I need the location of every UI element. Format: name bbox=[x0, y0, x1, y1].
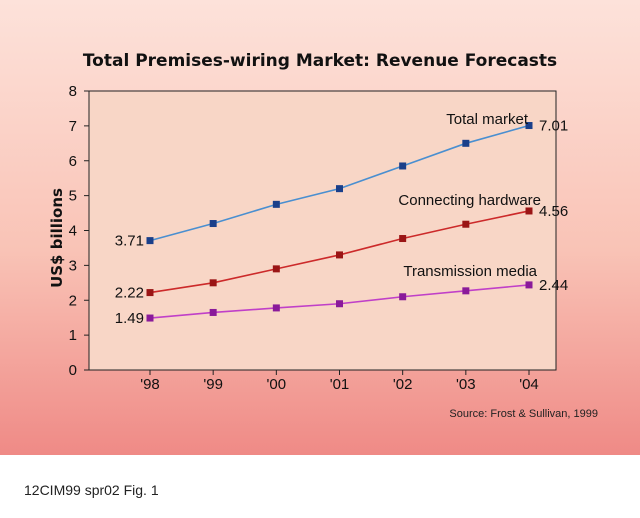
data-point bbox=[525, 281, 533, 289]
y-tick-label: 1 bbox=[69, 327, 77, 344]
data-point bbox=[462, 287, 470, 295]
data-point bbox=[399, 293, 407, 301]
data-point bbox=[146, 314, 154, 322]
x-axis: '98 '99 '00 '01 '02 '03 '04 bbox=[140, 370, 539, 393]
data-point bbox=[272, 304, 280, 312]
data-point bbox=[336, 185, 343, 193]
end-value-label: 4.56 bbox=[539, 203, 568, 220]
data-point bbox=[209, 279, 217, 287]
chart: Total Premises-wiring Market: Revenue Fo… bbox=[48, 51, 598, 420]
x-tick-label: '03 bbox=[456, 376, 476, 393]
chart-title: Total Premises-wiring Market: Revenue Fo… bbox=[83, 51, 557, 71]
x-tick-label: '00 bbox=[267, 376, 287, 393]
data-point bbox=[399, 235, 407, 243]
data-point bbox=[146, 289, 154, 297]
data-point bbox=[209, 220, 217, 228]
data-point bbox=[336, 251, 343, 259]
figure-caption: 12CIM99 spr02 Fig. 1 bbox=[24, 482, 159, 498]
start-value-label: 1.49 bbox=[115, 310, 144, 327]
series-name-label: Total market bbox=[446, 111, 529, 128]
start-value-label: 2.22 bbox=[115, 285, 144, 302]
chart-figure: Total Premises-wiring Market: Revenue Fo… bbox=[0, 0, 640, 455]
start-value-label: 3.71 bbox=[115, 233, 144, 250]
end-value-label: 7.01 bbox=[539, 118, 568, 135]
data-point bbox=[146, 237, 154, 245]
data-point bbox=[336, 300, 343, 308]
x-tick-label: '02 bbox=[393, 376, 413, 393]
y-tick-label: 3 bbox=[69, 257, 77, 274]
series-name-label: Connecting hardware bbox=[398, 192, 541, 209]
x-tick-label: '99 bbox=[203, 376, 223, 393]
data-point bbox=[209, 308, 217, 316]
data-point bbox=[462, 139, 470, 147]
y-tick-label: 7 bbox=[69, 118, 77, 135]
x-tick-label: '98 bbox=[140, 376, 160, 393]
data-point bbox=[462, 220, 470, 228]
data-point bbox=[399, 162, 407, 170]
source-note: Source: Frost & Sullivan, 1999 bbox=[449, 408, 598, 420]
x-tick-label: '01 bbox=[330, 376, 350, 393]
data-point bbox=[525, 207, 533, 215]
y-tick-label: 8 bbox=[69, 83, 77, 100]
data-point bbox=[272, 265, 280, 273]
y-axis-label: US$ billions bbox=[48, 188, 66, 288]
y-tick-label: 4 bbox=[69, 223, 77, 240]
y-axis: 0 1 2 3 4 5 6 7 8 bbox=[69, 83, 89, 379]
y-tick-label: 5 bbox=[69, 188, 77, 205]
x-tick-label: '04 bbox=[519, 376, 539, 393]
plot-area bbox=[88, 90, 557, 371]
y-tick-label: 0 bbox=[69, 362, 77, 379]
data-point bbox=[525, 122, 533, 130]
data-point bbox=[272, 200, 280, 208]
y-tick-label: 6 bbox=[69, 153, 77, 170]
end-value-label: 2.44 bbox=[539, 277, 568, 294]
series-name-label: Transmission media bbox=[403, 263, 537, 280]
y-tick-label: 2 bbox=[69, 292, 77, 309]
